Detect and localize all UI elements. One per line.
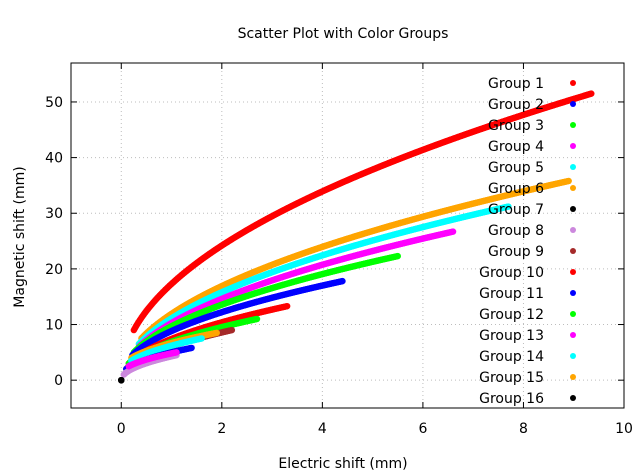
y-tick-label: 50: [45, 95, 63, 111]
legend-marker: [570, 206, 576, 212]
y-axis-label: Magnetic shift (mm): [12, 166, 28, 307]
legend-label: Group 11: [479, 286, 544, 302]
y-tick-label: 0: [54, 373, 63, 389]
y-tick-label: 40: [45, 151, 63, 167]
legend-label: Group 9: [488, 244, 544, 260]
legend-label: Group 7: [488, 202, 544, 218]
data-point: [450, 228, 456, 234]
legend-label: Group 13: [479, 328, 544, 344]
legend-marker: [570, 101, 576, 107]
x-tick-label: 8: [519, 421, 528, 437]
legend-label: Group 6: [488, 181, 544, 197]
legend-marker: [570, 353, 576, 359]
legend-marker: [570, 80, 576, 86]
legend-marker: [570, 374, 576, 380]
x-axis-label: Electric shift (mm): [278, 456, 407, 472]
legend-marker: [570, 185, 576, 191]
data-point: [566, 178, 572, 184]
legend-marker: [570, 248, 576, 254]
x-tick-label: 10: [615, 421, 633, 437]
legend-label: Group 10: [479, 265, 544, 281]
x-tick-label: 6: [418, 421, 427, 437]
legend-marker: [570, 395, 576, 401]
legend-label: Group 12: [479, 307, 544, 323]
legend-marker: [570, 269, 576, 275]
series-group-16: [118, 377, 124, 383]
legend-label: Group 1: [488, 76, 544, 92]
data-point: [173, 349, 179, 355]
legend-label: Group 16: [479, 391, 544, 407]
legend-marker: [570, 143, 576, 149]
y-tick-label: 20: [45, 262, 63, 278]
legend-label: Group 8: [488, 223, 544, 239]
data-point: [118, 377, 124, 383]
legend-marker: [570, 332, 576, 338]
legend-label: Group 4: [488, 139, 544, 155]
data-point: [339, 278, 345, 284]
legend-marker: [570, 311, 576, 317]
legend-label: Group 15: [479, 370, 544, 386]
data-point: [214, 330, 220, 336]
legend-label: Group 5: [488, 160, 544, 176]
legend-marker: [570, 122, 576, 128]
data-point: [188, 345, 194, 351]
legend-label: Group 2: [488, 97, 544, 113]
data-point: [199, 335, 205, 341]
legend-label: Group 3: [488, 118, 544, 134]
legend-marker: [570, 227, 576, 233]
data-point: [254, 316, 260, 322]
legend-marker: [570, 290, 576, 296]
data-point: [229, 327, 235, 333]
chart-title: Scatter Plot with Color Groups: [238, 26, 449, 42]
legend-label: Group 14: [479, 349, 544, 365]
y-tick-label: 10: [45, 318, 63, 334]
x-tick-label: 4: [318, 421, 327, 437]
data-point: [588, 90, 594, 96]
legend: Group 1 Group 2 Group 3 Group 4 Group 5 Group…: [479, 76, 576, 407]
x-tick-label: 0: [117, 421, 126, 437]
x-tick-label: 2: [217, 421, 226, 437]
y-tick-label: 30: [45, 206, 63, 222]
data-point: [395, 253, 401, 259]
data-point: [284, 303, 290, 309]
legend-marker: [570, 164, 576, 170]
